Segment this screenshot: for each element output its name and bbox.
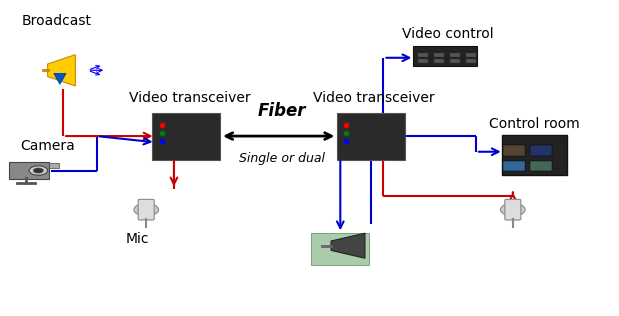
FancyBboxPatch shape [138,199,154,220]
Polygon shape [54,73,66,84]
FancyBboxPatch shape [505,199,521,220]
Circle shape [501,204,525,216]
FancyBboxPatch shape [502,135,567,175]
FancyBboxPatch shape [337,112,405,160]
FancyBboxPatch shape [9,162,49,179]
FancyBboxPatch shape [466,59,476,63]
FancyBboxPatch shape [503,145,525,156]
Text: Mic: Mic [125,232,149,246]
FancyBboxPatch shape [466,53,476,57]
FancyBboxPatch shape [418,53,428,57]
Circle shape [134,204,158,216]
FancyBboxPatch shape [450,59,460,63]
Polygon shape [48,55,76,86]
Text: Video transceiver: Video transceiver [313,91,435,105]
FancyBboxPatch shape [434,53,444,57]
FancyBboxPatch shape [530,161,552,171]
Text: Single or dual: Single or dual [239,152,325,165]
FancyBboxPatch shape [413,46,477,66]
FancyBboxPatch shape [530,145,552,156]
FancyBboxPatch shape [450,53,460,57]
Text: Fiber: Fiber [258,102,306,120]
Text: Video transceiver: Video transceiver [129,91,250,105]
FancyBboxPatch shape [152,112,220,160]
FancyBboxPatch shape [49,163,59,168]
FancyBboxPatch shape [418,59,428,63]
Text: Video control: Video control [402,27,494,40]
FancyBboxPatch shape [434,59,444,63]
Polygon shape [331,233,365,258]
Circle shape [29,166,48,175]
Text: Camera: Camera [20,139,75,153]
Text: Broadcast: Broadcast [22,14,92,28]
FancyBboxPatch shape [503,161,525,171]
FancyBboxPatch shape [311,233,370,265]
Circle shape [33,168,43,173]
Text: Control room: Control room [489,117,580,131]
